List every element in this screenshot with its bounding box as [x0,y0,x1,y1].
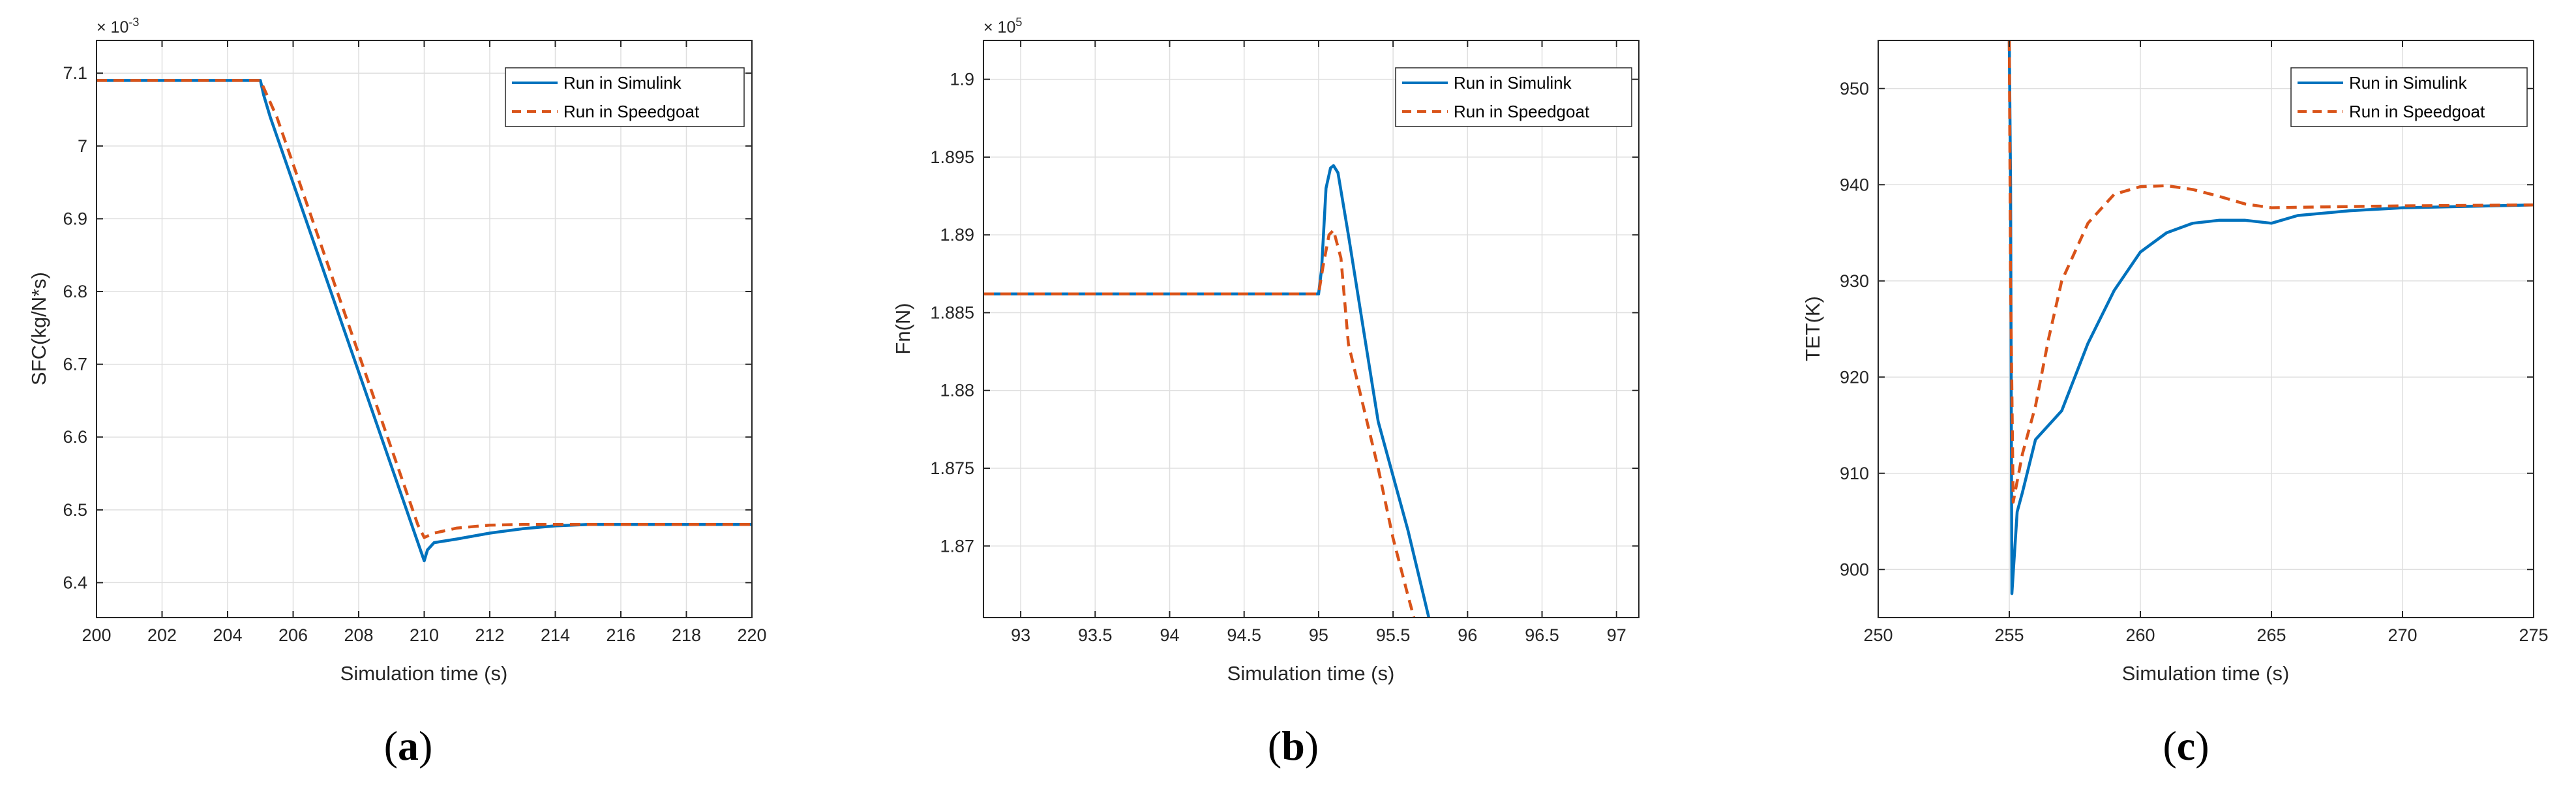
exponent-b: × 105 [983,16,1022,37]
x-axis-label-c: Simulation time (s) [2122,662,2290,685]
series-line-speedgoat [983,228,1416,618]
chart-panel-b: 93 93.5 94 94.5 95 95.5 96 96.5 97 1.87 1.875 1.88 1… [891,16,1640,769]
legend-b: Run in Simulink Run in Speedgoat [1395,67,1632,127]
series-lines-c [2007,40,2534,595]
ticks-a: 200 202 204 206 208 210 212 214 216 218 220 6.4 6.5 6… [63,40,767,645]
grid-c [1878,40,2534,618]
x-tick-label: 97 [1607,625,1626,645]
x-tick-label: 218 [672,625,701,645]
y-tick-label: 1.875 [930,458,974,478]
x-tick-label: 200 [82,625,111,645]
legend-label-simulink-b: Run in Simulink [1454,73,1572,93]
legend-box-a [505,67,745,127]
series-lines-a [97,79,752,563]
axes-box-c [1878,40,2534,618]
y-tick-label: 1.895 [930,147,974,167]
legend-label-speedgoat-c: Run in Speedgoat [2349,102,2485,121]
x-tick-label: 255 [1994,625,2024,645]
exponent-a: × 10-3 [97,16,139,37]
x-tick-label: 93.5 [1078,625,1113,645]
y-tick-label: 1.88 [940,381,974,400]
series-line-simulink [983,164,1431,618]
grid-a [97,40,752,618]
y-tick-label: 910 [1840,464,1869,483]
x-tick-label: 260 [2125,625,2155,645]
y-tick-label: 6.4 [63,573,87,592]
y-tick-label: 1.9 [950,70,974,89]
ticks-b: 93 93.5 94 94.5 95 95.5 96 96.5 97 1.87 1.875 1.88 1… [930,40,1639,645]
series-line-simulink [2007,40,2534,595]
y-tick-label: 6.8 [63,282,87,301]
series-lines-b [983,164,1431,618]
x-tick-label: 250 [1863,625,1893,645]
x-tick-label: 212 [475,625,504,645]
legend-c: Run in Simulink Run in Speedgoat [2290,67,2528,127]
legend-label-speedgoat-b: Run in Speedgoat [1454,102,1590,121]
x-tick-label: 93 [1011,625,1030,645]
y-axis-label-a: SFC(kg/N*s) [27,272,50,385]
y-axis-label-c: TET(K) [1801,296,1824,361]
x-tick-label: 96.5 [1525,625,1559,645]
y-axis-label-b: Fn(N) [891,303,914,354]
y-tick-label: 1.87 [940,536,974,556]
y-tick-label: 950 [1840,79,1869,98]
legend-box-c [2290,67,2528,127]
x-tick-label: 270 [2388,625,2417,645]
x-tick-label: 95.5 [1376,625,1411,645]
x-axis-label-a: Simulation time (s) [340,662,508,685]
grid-b [983,40,1639,618]
legend-box-b [1395,67,1632,127]
caption-b: (b) [1268,723,1319,769]
x-tick-label: 204 [213,625,242,645]
y-tick-label: 1.89 [940,225,974,245]
y-tick-label: 6.9 [63,209,87,228]
y-tick-label: 7.1 [63,63,87,83]
legend-label-simulink-a: Run in Simulink [563,73,682,93]
legend-label-simulink-c: Run in Simulink [2349,73,2468,93]
x-tick-label: 214 [541,625,570,645]
chart-panel-a: 200 202 204 206 208 210 212 214 216 218 220 6.4 6.5 6… [27,16,767,769]
caption-a: (a) [384,723,433,769]
x-tick-label: 94.5 [1227,625,1261,645]
x-tick-label: 96 [1458,625,1477,645]
series-line-speedgoat [2007,40,2534,504]
ticks-c: 250 255 260 265 270 275 900 910 920 930 940 950 [1840,40,2549,645]
x-tick-label: 220 [737,625,766,645]
x-tick-label: 208 [344,625,373,645]
chart-panel-c: 250 255 260 265 270 275 900 910 920 930 940 950 Sim… [1801,40,2549,769]
x-tick-label: 216 [606,625,635,645]
series-line-speedgoat [97,79,752,539]
y-tick-label: 1.885 [930,303,974,322]
x-axis-label-b: Simulation time (s) [1227,662,1395,685]
legend-label-speedgoat-a: Run in Speedgoat [563,102,700,121]
y-tick-label: 6.6 [63,427,87,447]
y-tick-label: 920 [1840,367,1869,387]
y-tick-label: 7 [78,136,87,156]
x-tick-label: 275 [2519,625,2548,645]
y-tick-label: 6.5 [63,500,87,520]
y-tick-label: 940 [1840,175,1869,194]
x-tick-label: 210 [410,625,439,645]
x-tick-label: 202 [147,625,177,645]
y-tick-label: 6.7 [63,355,87,374]
x-tick-label: 265 [2256,625,2286,645]
x-tick-label: 95 [1309,625,1328,645]
x-tick-label: 94 [1160,625,1179,645]
axes-box-b [983,40,1640,618]
x-tick-label: 206 [278,625,308,645]
y-tick-label: 900 [1840,560,1869,579]
legend-a: Run in Simulink Run in Speedgoat [505,67,745,127]
caption-c: (c) [2163,723,2209,769]
y-tick-label: 930 [1840,271,1869,291]
